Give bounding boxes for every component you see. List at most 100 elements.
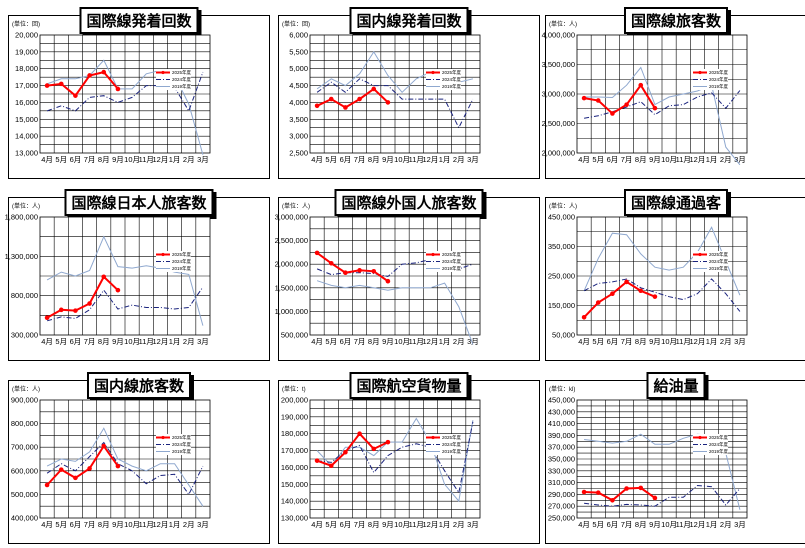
data-point (357, 268, 362, 273)
x-tick-label: 7月 (621, 337, 633, 346)
y-tick-label: 4,000 (289, 98, 308, 107)
y-tick-label: 20,000 (15, 31, 38, 40)
legend-swatch (156, 79, 170, 80)
x-tick-label: 7月 (84, 155, 96, 164)
chart-panel: (単位：人) 国際線旅客数 2,000,000 2,500,000 3,000,000 3… (542, 7, 805, 183)
x-tick-label: 2月 (453, 337, 465, 346)
legend-label: 2025年度 (442, 435, 462, 440)
legend-label: 2024年度 (442, 77, 462, 82)
y-tick-label: 17,000 (15, 81, 38, 90)
legend-swatch (693, 268, 707, 269)
y-tick-label: 450,000 (548, 396, 575, 405)
x-tick-label: 8月 (368, 155, 380, 164)
legend-label: 2025年度 (442, 252, 462, 257)
x-tick-label: 9月 (112, 520, 124, 529)
x-tick-label: 5月 (592, 337, 604, 346)
x-tick-label: 2月 (183, 155, 195, 164)
y-tick-label: 140,000 (281, 497, 308, 506)
y-tick-label: 170,000 (281, 446, 308, 455)
data-point (314, 103, 320, 109)
legend-item: 2024年度 (426, 441, 461, 448)
y-tick-label: 900,000 (11, 396, 38, 405)
legend-label: 2024年度 (172, 259, 192, 264)
chart-svg: 500,000 1,000,000 1,500,000 2,000,000 2,500,… (275, 213, 481, 346)
y-tick-label: 800,000 (11, 419, 38, 428)
y-tick-label: 600,000 (11, 466, 38, 475)
y-tick-label: 3,500,000 (542, 60, 575, 69)
chart-legend: 2025年度 2024年度 2019年度 (426, 251, 462, 272)
chart-svg: 2,000,000 2,500,000 3,000,000 3,500,000 4,00… (542, 31, 748, 166)
legend-swatch (693, 79, 707, 80)
y-tick-label: 300,000 (11, 331, 38, 340)
y-tick-label: 2,000,000 (275, 260, 308, 269)
data-point (115, 287, 121, 293)
x-tick-label: 2月 (720, 337, 732, 346)
legend-swatch (693, 261, 707, 262)
series-line-2024年度 (583, 278, 741, 312)
data-point (652, 294, 658, 299)
chart-title: 国内線旅客数 (86, 372, 192, 399)
x-tick-label: 6月 (70, 155, 82, 164)
y-tick-label: 500,000 (281, 331, 308, 340)
x-tick-label: 4月 (41, 155, 53, 164)
y-tick-label: 500,000 (11, 490, 38, 499)
y-tick-label: 15,000 (15, 115, 38, 124)
chart-unit-label: (単位：kl) (549, 387, 576, 393)
y-tick-label: 190,000 (281, 412, 308, 421)
y-tick-label: 350,000 (548, 242, 575, 251)
y-tick-label: 19,000 (15, 47, 38, 56)
data-point (101, 443, 107, 449)
x-tick-label: 6月 (340, 520, 352, 529)
y-tick-label: 3,000,000 (275, 213, 308, 222)
chart-panel: (単位：回) 国際線発着回数 13,000 14,000 15,000 16,000 17,… (8, 7, 270, 183)
legend-label: 2019年度 (172, 449, 192, 454)
x-tick-label: 1月 (169, 155, 181, 164)
chart-svg: 400,000 500,000 600,000 700,000 800,000 900,0… (11, 396, 211, 529)
series-line-2024年度 (46, 441, 204, 496)
series-line-2025年度 (316, 87, 389, 109)
data-point (357, 431, 362, 437)
chart-title: 国際線旅客数 (623, 7, 729, 34)
legend-item: 2025年度 (426, 434, 461, 441)
chart-svg: 50,000 150,000 250,000 350,000 450,000 4月 5月 6月… (548, 213, 748, 346)
x-tick-label: 9月 (112, 155, 124, 164)
x-tick-label: 2月 (183, 337, 195, 346)
legend-label: 2025年度 (709, 70, 729, 75)
y-tick-label: 2,500,000 (542, 119, 575, 128)
y-tick-label: 3,000,000 (542, 90, 575, 99)
legend-swatch (156, 268, 170, 269)
y-tick-label: 180,000 (281, 429, 308, 438)
legend-item: 2024年度 (693, 258, 728, 265)
series-line-2024年度 (584, 90, 741, 119)
y-tick-label: 14,000 (15, 132, 38, 141)
x-tick-label: 7月 (354, 155, 366, 164)
x-tick-label: 10月 (661, 520, 677, 529)
chart-svg: 250,000 270,000 290,000 310,000 330,000 350,0… (548, 396, 748, 529)
x-tick-label: 5月 (325, 155, 337, 164)
x-tick-label: 2月 (720, 520, 732, 529)
x-tick-label: 5月 (325, 520, 337, 529)
legend-item: 2019年度 (156, 83, 191, 90)
chart-svg: 130,000 140,000 150,000 160,000 170,000 180,0… (281, 396, 481, 529)
x-tick-label: 3月 (734, 337, 746, 346)
data-point (638, 82, 644, 88)
x-tick-label: 7月 (621, 155, 633, 164)
legend-swatch (693, 86, 707, 87)
x-tick-label: 1月 (439, 337, 451, 346)
chart-legend: 2025年度 2024年度 2019年度 (693, 434, 729, 455)
y-tick-label: 2,500 (289, 149, 308, 158)
x-tick-label: 11月 (139, 337, 154, 346)
chart-unit-label: (単位：t) (282, 387, 306, 393)
y-tick-label: 13,000 (15, 149, 38, 158)
x-tick-label: 1月 (706, 337, 718, 346)
legend-item: 2019年度 (693, 83, 728, 90)
data-point (328, 260, 334, 266)
x-tick-label: 7月 (354, 337, 366, 346)
chart-unit-label: (単位：人) (549, 22, 577, 28)
legend-label: 2025年度 (172, 252, 192, 257)
data-point (595, 490, 601, 495)
y-tick-label: 18,000 (15, 64, 38, 73)
x-tick-label: 8月 (635, 155, 647, 164)
legend-label: 2024年度 (709, 259, 729, 264)
legend-item: 2024年度 (426, 76, 461, 83)
